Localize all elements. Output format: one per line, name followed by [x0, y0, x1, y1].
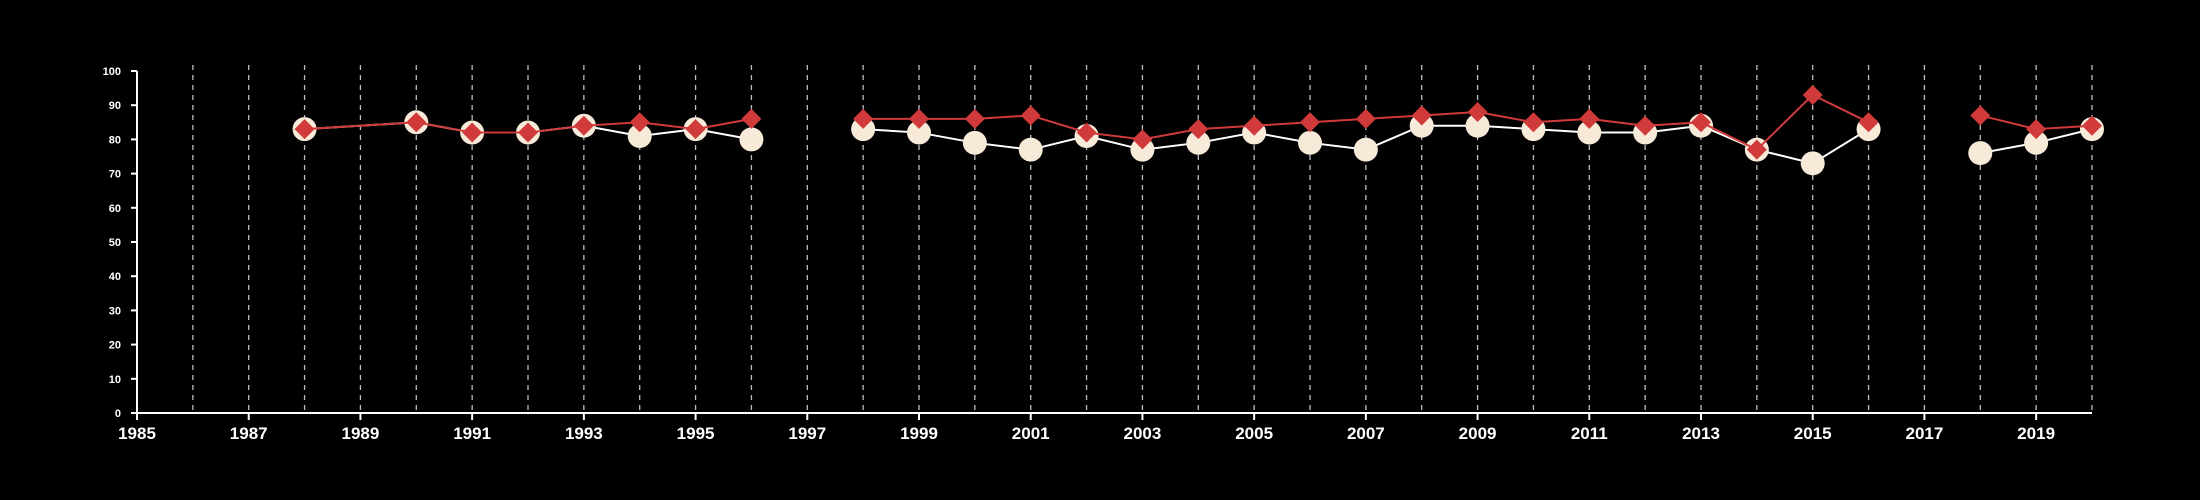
point-circle-2006: [1298, 130, 1322, 155]
point-diamond-2007: [1355, 108, 1376, 129]
point-circle-2008: [1409, 113, 1434, 138]
point-diamond-1993: [573, 115, 594, 136]
y-tick-label-90: 90: [109, 100, 121, 112]
x-tick-label-2017: 2017: [1906, 424, 1944, 443]
point-diamond-2002: [1076, 122, 1097, 143]
point-diamond-1995: [685, 119, 706, 140]
point-circle-2011: [1577, 120, 1602, 145]
point-circle-2007: [1353, 137, 1378, 162]
point-diamond-2010: [1523, 112, 1544, 133]
point-circle-2009: [1465, 113, 1490, 138]
gridlines: [192, 65, 2093, 413]
point-diamond-1996: [741, 108, 762, 129]
x-tick-label-1997: 1997: [788, 424, 826, 443]
point-diamond-2015: [1802, 84, 1823, 105]
x-tick-label-1999: 1999: [900, 424, 938, 443]
point-diamond-2012: [1635, 115, 1656, 136]
y-tick-label-50: 50: [109, 237, 121, 249]
point-circle-2004: [1186, 130, 1211, 155]
x-tick-label-2007: 2007: [1347, 424, 1385, 443]
x-tick-label-2003: 2003: [1124, 424, 1162, 443]
y-tick-label-40: 40: [109, 271, 121, 283]
point-circle-1996: [739, 127, 764, 152]
point-diamond-1990: [406, 112, 427, 133]
x-tick-label-2001: 2001: [1012, 424, 1050, 443]
point-diamond-2018: [1970, 105, 1991, 126]
point-circle-2000: [962, 130, 987, 155]
series-line-diamond-0: [304, 117, 752, 134]
point-diamond-2001: [1020, 105, 1041, 126]
point-diamond-1994: [629, 112, 650, 133]
x-tick-label-2019: 2019: [2017, 424, 2055, 443]
point-diamond-2000: [964, 108, 985, 129]
y-tick-label-60: 60: [109, 203, 121, 215]
point-circle-1999: [907, 120, 931, 145]
x-tick-label-1989: 1989: [342, 424, 380, 443]
point-diamond-1999: [909, 108, 929, 129]
series-diamond: [294, 84, 2102, 160]
point-diamond-1998: [853, 108, 874, 129]
x-tick-label-1993: 1993: [565, 424, 603, 443]
y-tick-label-100: 100: [103, 66, 121, 78]
point-circle-2015: [1800, 151, 1825, 176]
point-circle-2001: [1018, 137, 1043, 162]
x-tick-label-1991: 1991: [453, 424, 491, 443]
point-diamond-2019: [2026, 119, 2047, 140]
point-diamond-2004: [1188, 119, 1209, 140]
point-circle-1998: [851, 117, 876, 142]
y-tick-label-80: 80: [109, 134, 121, 146]
point-diamond-1992: [518, 122, 538, 143]
point-diamond-1988: [294, 119, 315, 140]
point-diamond-2014: [1746, 139, 1767, 160]
point-diamond-2016: [1858, 112, 1879, 133]
axes: 0 10 20 30 40 50 60 70 80 90 100 1985 1987 1989 1991 19…: [103, 66, 2092, 443]
point-diamond-2006: [1300, 112, 1320, 133]
x-tick-label-2005: 2005: [1235, 424, 1273, 443]
x-tick-label-2009: 2009: [1459, 424, 1497, 443]
point-circle-2019: [2024, 130, 2049, 155]
y-tick-label-70: 70: [109, 169, 121, 181]
point-diamond-2013: [1691, 112, 1711, 133]
point-diamond-1991: [462, 122, 483, 143]
x-tick-label-1987: 1987: [230, 424, 268, 443]
point-diamond-2020: [2082, 115, 2102, 136]
point-diamond-2008: [1411, 105, 1432, 126]
x-tick-label-2013: 2013: [1682, 424, 1720, 443]
point-diamond-2003: [1132, 129, 1153, 150]
point-diamond-2005: [1244, 115, 1265, 136]
point-diamond-2011: [1579, 108, 1600, 129]
point-circle-2018: [1968, 141, 1993, 166]
series: [292, 84, 2104, 176]
y-tick-label-30: 30: [109, 305, 121, 317]
x-tick-label-2011: 2011: [1571, 424, 1608, 443]
x-tick-label-1985: 1985: [118, 424, 156, 443]
point-circle-2003: [1130, 137, 1155, 162]
x-tick-label-1995: 1995: [677, 424, 715, 443]
point-diamond-2009: [1467, 102, 1488, 123]
y-tick-label-0: 0: [115, 408, 121, 420]
point-circle-1994: [627, 123, 652, 148]
x-tick-label-2015: 2015: [1794, 424, 1832, 443]
y-tick-label-20: 20: [109, 340, 121, 352]
y-tick-label-10: 10: [109, 374, 121, 386]
